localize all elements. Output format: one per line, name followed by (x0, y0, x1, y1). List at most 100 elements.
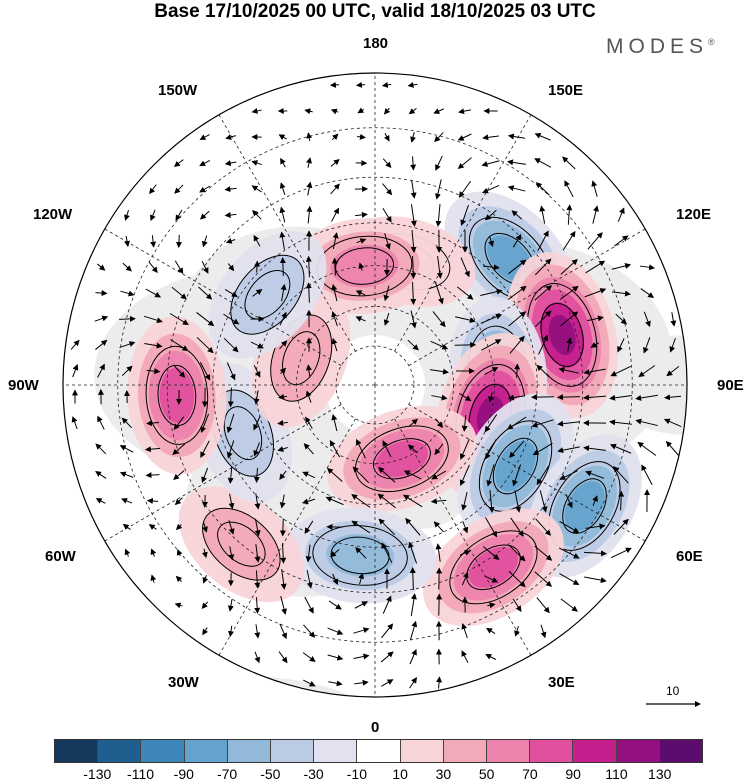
colorbar-swatch (98, 740, 142, 762)
wind-vector (557, 394, 581, 401)
wind-vector (434, 443, 444, 456)
wind-vector (583, 368, 606, 375)
wind-vector (279, 311, 287, 326)
wind-vector (302, 652, 316, 662)
wind-vector (507, 394, 526, 401)
wind-vector (253, 365, 261, 378)
contour-line (466, 544, 521, 591)
wind-vector (409, 648, 417, 665)
wind-vector (509, 440, 525, 459)
wind-vector (252, 289, 263, 297)
wind-vector (539, 205, 546, 224)
wind-vector (355, 290, 366, 296)
wind-vector (175, 575, 183, 583)
wind-vector (95, 470, 107, 479)
wind-vector (407, 444, 418, 454)
wind-vector (225, 134, 236, 140)
anomaly-contour-positive (375, 440, 428, 478)
wind-vector (174, 184, 184, 194)
lon-label-0: 0 (371, 719, 380, 736)
latitude-circle (255, 265, 495, 505)
anomaly-contour-positive (159, 367, 195, 423)
brand-name: MODES (606, 35, 709, 58)
contour-line (270, 314, 333, 402)
wind-vector (146, 368, 161, 375)
colorbar-swatch (659, 740, 703, 762)
wind-vector (609, 419, 632, 426)
wind-vector (663, 418, 682, 428)
wind-vector (303, 679, 316, 687)
wind-vector (306, 157, 312, 169)
anomaly-contour-positive (202, 508, 280, 580)
wind-vector (355, 211, 368, 218)
chart-title: Base 17/10/2025 00 UTC, valid 18/10/2025… (154, 1, 596, 22)
latitude-circle (117, 127, 633, 643)
contour-line (244, 270, 291, 320)
wind-vector (331, 257, 338, 276)
wind-vector (410, 204, 417, 227)
wind-vector (431, 470, 447, 480)
wind-vector (280, 157, 286, 168)
wind-vector (534, 133, 551, 141)
vector-scale-label: 10 (666, 684, 680, 698)
wind-vector (377, 493, 396, 509)
wind-vector (409, 567, 416, 591)
wind-vector (381, 623, 394, 639)
colorbar-tick-label: -10 (346, 766, 367, 782)
wind-vector (584, 576, 607, 584)
wind-vector (637, 441, 657, 456)
wind-vector (585, 523, 606, 530)
wind-vector (97, 415, 105, 430)
wind-vector (95, 339, 108, 350)
wind-vector (353, 627, 370, 634)
wind-vector (356, 238, 367, 244)
wind-vector (199, 134, 210, 140)
colorbar-swatch (227, 740, 272, 762)
graticule (63, 73, 687, 697)
wind-vector (514, 626, 520, 637)
wind-vector (306, 570, 313, 589)
wind-vector (279, 257, 286, 276)
wind-vector (382, 440, 392, 458)
wind-vector (410, 282, 417, 305)
colorbar-tick-label: 70 (522, 766, 538, 782)
wind-vector (536, 364, 550, 377)
wind-vector (200, 413, 210, 433)
wind-vector (461, 623, 468, 639)
wind-vector (507, 185, 526, 192)
wind-vector (279, 623, 287, 640)
wind-vector (146, 498, 159, 504)
wind-vector (254, 518, 261, 537)
colorbar-swatch (400, 740, 444, 762)
colorbar-tick-label: -90 (173, 766, 194, 782)
wind-vector (381, 542, 393, 563)
wind-vector (535, 518, 552, 536)
wind-vector (507, 133, 526, 140)
lon-label-60e: 60E (676, 548, 703, 565)
wind-vector (566, 337, 573, 352)
wind-vector (511, 210, 523, 220)
wind-vector (507, 285, 527, 300)
wind-vector (617, 338, 625, 353)
wind-vector (302, 498, 316, 505)
wind-vector (224, 289, 238, 298)
wind-vector (145, 472, 160, 479)
wind-vector (488, 235, 494, 248)
wind-vector (119, 445, 134, 453)
colorbar-swatch (141, 740, 185, 762)
wind-vector (331, 133, 339, 141)
wind-vector (149, 184, 157, 195)
lon-label-90e: 90E (717, 377, 744, 394)
colorbar-tick-label: -110 (127, 766, 155, 782)
wind-vector (175, 523, 183, 531)
wind-vector (124, 235, 130, 248)
wind-vector (280, 569, 287, 590)
wind-vector (434, 179, 442, 200)
wind-vector (224, 186, 237, 193)
colorbar-tick-label: -50 (260, 766, 281, 782)
wind-vector (144, 342, 163, 349)
wind-vector (328, 680, 343, 687)
wind-vector (459, 438, 470, 460)
colorbar-tick-label: 110 (605, 766, 628, 782)
wind-vector (94, 315, 109, 322)
